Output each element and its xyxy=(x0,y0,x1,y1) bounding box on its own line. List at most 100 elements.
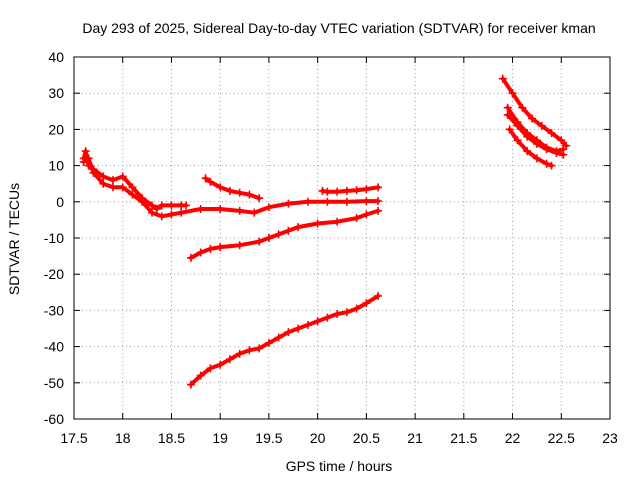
data-point xyxy=(552,148,561,157)
data-point xyxy=(138,197,147,206)
data-point xyxy=(352,186,361,195)
y-tick-label: 10 xyxy=(48,158,64,174)
y-tick-label: -50 xyxy=(44,375,64,391)
data-point xyxy=(274,230,283,239)
data-point xyxy=(206,364,215,373)
data-point xyxy=(294,223,303,232)
data-point xyxy=(532,154,541,163)
y-tick-label: -30 xyxy=(44,302,64,318)
y-tick-label: -40 xyxy=(44,339,64,355)
data-point xyxy=(513,121,522,130)
x-tick-label: 22.5 xyxy=(548,430,575,446)
data-point xyxy=(108,183,117,192)
data-point xyxy=(532,139,541,148)
data-point xyxy=(157,212,166,221)
x-tick-label: 18.5 xyxy=(158,430,185,446)
x-tick-label: 21.5 xyxy=(450,430,477,446)
data-point xyxy=(303,197,312,206)
data-point xyxy=(81,147,90,156)
data-point xyxy=(352,214,361,223)
series-layer xyxy=(79,74,571,389)
data-point xyxy=(547,129,556,138)
data-point xyxy=(374,183,383,192)
data-point xyxy=(323,197,332,206)
x-tick-label: 21 xyxy=(407,430,423,446)
data-point xyxy=(342,308,351,317)
y-tick-label: 0 xyxy=(56,194,64,210)
data-point xyxy=(313,219,322,228)
series-arc-2 xyxy=(79,154,383,221)
series-arc-5 xyxy=(318,183,383,196)
y-tick-label: 40 xyxy=(48,49,64,65)
data-point xyxy=(342,197,351,206)
series-arc-10 xyxy=(505,125,556,170)
data-point xyxy=(216,360,225,369)
data-point xyxy=(206,177,215,186)
x-tick-label: 18 xyxy=(115,430,131,446)
data-point xyxy=(118,172,127,181)
data-point xyxy=(157,201,166,210)
series-arc-4 xyxy=(186,206,383,262)
data-point xyxy=(264,234,273,242)
data-point xyxy=(177,208,186,217)
data-point xyxy=(196,205,205,214)
data-point xyxy=(374,197,383,206)
chart-title: Day 293 of 2025, Sidereal Day-to-day VTE… xyxy=(82,20,595,36)
data-point xyxy=(245,346,254,355)
data-point xyxy=(255,344,264,353)
series-arc-6 xyxy=(186,291,383,389)
data-point xyxy=(557,136,566,145)
data-point xyxy=(89,168,98,177)
data-point xyxy=(128,190,137,199)
y-tick-label: -20 xyxy=(44,266,64,282)
data-point xyxy=(352,304,361,313)
data-point xyxy=(559,150,568,159)
x-tick-label: 23 xyxy=(602,430,618,446)
data-point xyxy=(503,103,512,112)
y-tick-label: -10 xyxy=(44,230,64,246)
data-point xyxy=(547,161,556,170)
data-point xyxy=(167,210,176,219)
data-point xyxy=(186,380,195,389)
series-arc-1 xyxy=(79,147,191,214)
data-point xyxy=(362,299,371,308)
data-point xyxy=(313,317,322,326)
data-point xyxy=(503,110,512,119)
data-point xyxy=(505,125,514,134)
data-point xyxy=(147,201,156,210)
data-point xyxy=(118,183,127,192)
data-point xyxy=(374,206,383,215)
data-point xyxy=(225,186,234,195)
data-point xyxy=(196,371,205,380)
data-point xyxy=(99,172,108,181)
data-point xyxy=(99,179,108,188)
tick-layer: 17.5 18 18.5 19 19.5 20 20.5 21 21.5 22 22.5 23 -60 -… xyxy=(44,49,618,446)
data-point xyxy=(216,205,225,214)
data-point xyxy=(323,313,332,322)
data-point xyxy=(182,201,191,210)
data-point xyxy=(342,186,351,195)
series-line xyxy=(188,293,381,387)
data-point xyxy=(128,183,137,192)
series-arc-3 xyxy=(201,174,264,203)
y-tick-label: -60 xyxy=(44,411,64,427)
data-point xyxy=(186,253,195,262)
data-point xyxy=(284,199,293,208)
data-point xyxy=(235,241,244,250)
data-point xyxy=(323,187,332,196)
series-line xyxy=(500,76,569,148)
data-point xyxy=(284,226,293,235)
data-point xyxy=(303,320,312,329)
data-point xyxy=(250,208,259,217)
data-point xyxy=(523,147,532,156)
data-point xyxy=(333,217,342,226)
data-point xyxy=(374,291,383,300)
data-point xyxy=(255,237,264,246)
series-arc-9 xyxy=(503,110,568,159)
data-point xyxy=(274,333,283,342)
data-point xyxy=(264,203,273,212)
data-point xyxy=(206,244,215,253)
data-point xyxy=(225,355,234,364)
data-point xyxy=(284,328,293,337)
